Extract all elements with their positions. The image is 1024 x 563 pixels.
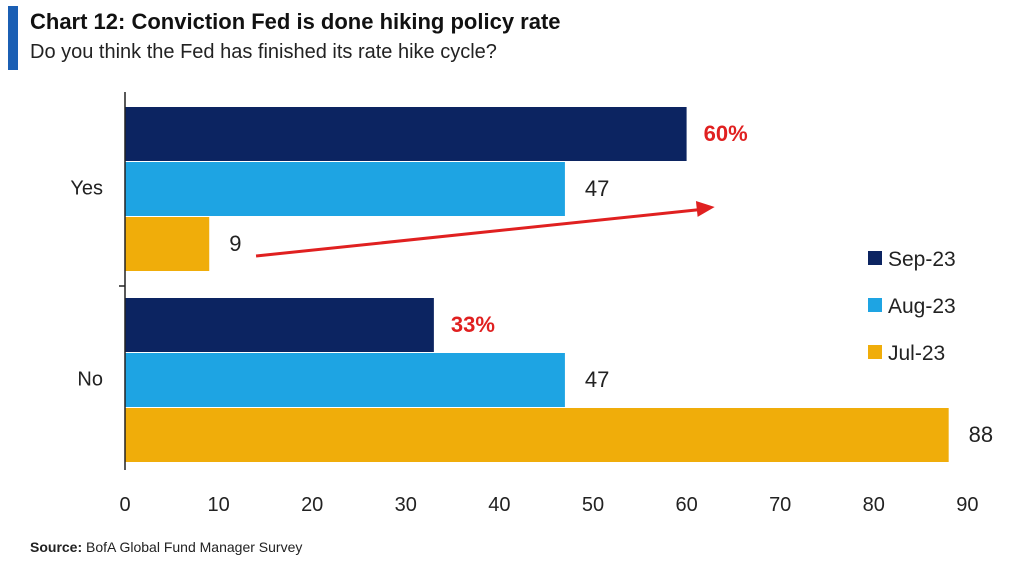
- legend-swatch-jul-23: [868, 345, 882, 359]
- chart-title: Chart 12: Conviction Fed is done hiking …: [30, 9, 561, 34]
- source-label: Source:: [30, 539, 83, 555]
- x-tick-label-70: 70: [769, 494, 791, 516]
- data-label-no-aug-23: 47: [585, 367, 609, 392]
- legend-label-jul-23: Jul-23: [888, 342, 945, 365]
- bar-yes-aug-23: [125, 162, 565, 216]
- bar-yes-jul-23: [125, 217, 210, 271]
- source-text: BofA Global Fund Manager Survey: [86, 539, 303, 555]
- title-accent-bar: [8, 6, 18, 70]
- bar-no-jul-23: [125, 408, 949, 462]
- x-tick-label-80: 80: [863, 494, 885, 516]
- legend-label-aug-23: Aug-23: [888, 295, 956, 318]
- data-label-no-jul-23: 88: [969, 422, 993, 447]
- trend-arrow-head: [695, 200, 715, 217]
- data-label-no-sep-23: 33%: [451, 312, 495, 337]
- data-label-yes-jul-23: 9: [229, 231, 241, 256]
- x-tick-label-10: 10: [207, 494, 229, 516]
- x-tick-label-90: 90: [956, 494, 978, 516]
- source-note: Source: BofA Global Fund Manager Survey: [30, 539, 302, 555]
- data-label-yes-aug-23: 47: [585, 176, 609, 201]
- bar-yes-sep-23: [125, 107, 687, 161]
- data-label-yes-sep-23: 60%: [704, 121, 748, 146]
- category-label-yes: Yes: [70, 178, 103, 200]
- trend-arrow-shaft: [255, 208, 701, 258]
- x-tick-label-50: 50: [582, 494, 604, 516]
- bar-no-aug-23: [125, 353, 565, 407]
- category-label-no: No: [77, 369, 103, 391]
- x-tick-label-30: 30: [395, 494, 417, 516]
- bar-no-sep-23: [125, 298, 434, 352]
- x-tick-label-40: 40: [488, 494, 510, 516]
- x-tick-label-20: 20: [301, 494, 323, 516]
- chart-subtitle: Do you think the Fed has finished its ra…: [30, 41, 497, 63]
- legend-swatch-aug-23: [868, 298, 882, 312]
- legend-label-sep-23: Sep-23: [888, 248, 956, 271]
- legend-swatch-sep-23: [868, 251, 882, 265]
- x-tick-label-0: 0: [119, 494, 130, 516]
- x-tick-label-60: 60: [675, 494, 697, 516]
